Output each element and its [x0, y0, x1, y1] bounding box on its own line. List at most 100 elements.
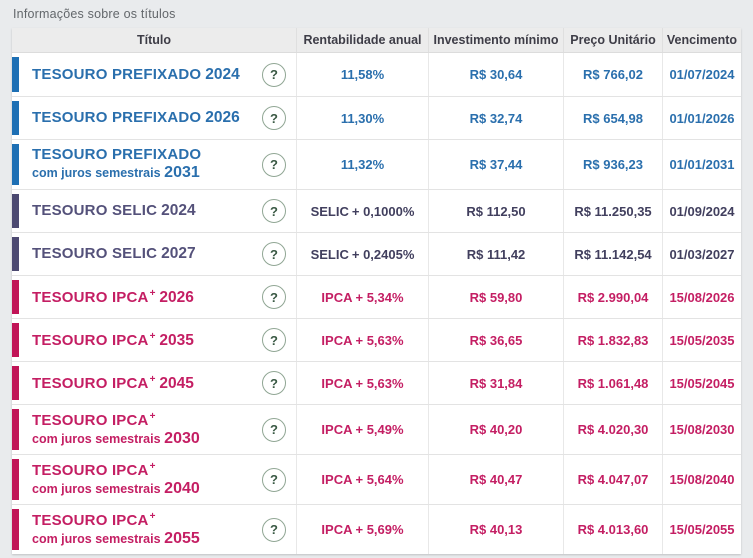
- annual-rate-cell: 11,58%: [296, 53, 428, 96]
- annual-rate-cell: SELIC + 0,2405%: [296, 233, 428, 275]
- bond-name: TESOURO PREFIXADO: [32, 146, 202, 164]
- bond-year-inline: 2045: [159, 374, 194, 392]
- bond-title-cell: TESOURO SELIC 2024 ?: [12, 190, 296, 232]
- rate-value: + 5,63%: [355, 375, 404, 391]
- bond-title: TESOURO PREFIXADO 2026: [32, 109, 240, 127]
- bond-title: TESOURO PREFIXADO 2024: [32, 66, 240, 84]
- bond-subline: com juros semestrais 2055: [32, 530, 200, 548]
- bond-title: TESOURO IPCA+ 2045: [32, 374, 194, 393]
- question-mark-icon: ?: [270, 472, 278, 487]
- maturity-date: 15/08/2026: [662, 276, 741, 318]
- bond-sub-year: 2031: [164, 163, 200, 181]
- table-row[interactable]: TESOURO IPCA+ com juros semestrais 2055 …: [12, 504, 741, 554]
- bond-title-cell: TESOURO IPCA+ 2045 ?: [12, 362, 296, 404]
- help-button[interactable]: ?: [262, 242, 286, 266]
- bond-color-bar: [12, 101, 19, 135]
- help-button[interactable]: ?: [262, 328, 286, 352]
- rate-value: + 5,64%: [355, 472, 404, 487]
- bond-color-bar: [12, 509, 19, 550]
- bond-title-cell: TESOURO IPCA+ 2026 ?: [12, 276, 296, 318]
- table-row[interactable]: TESOURO IPCA+ 2026 ? IPCA + 5,34% R$ 59,80…: [12, 275, 741, 318]
- unit-price: R$ 4.047,07: [563, 455, 662, 504]
- help-button[interactable]: ?: [262, 152, 286, 177]
- bond-year-inline: 2026: [205, 109, 240, 127]
- question-mark-icon: ?: [270, 422, 278, 437]
- help-button[interactable]: ?: [262, 467, 286, 492]
- help-button[interactable]: ?: [262, 371, 286, 395]
- table-row[interactable]: TESOURO PREFIXADO 2024 ? 11,58% R$ 30,64 …: [12, 53, 741, 96]
- help-button[interactable]: ?: [262, 199, 286, 223]
- table-row[interactable]: TESOURO SELIC 2024 ? SELIC + 0,1000% R$ 11…: [12, 189, 741, 232]
- annual-rate-cell: IPCA + 5,34%: [296, 276, 428, 318]
- plus-sup: +: [149, 330, 156, 342]
- unit-price: R$ 4.020,30: [563, 405, 662, 454]
- unit-price: R$ 1.061,48: [563, 362, 662, 404]
- maturity-date: 15/05/2035: [662, 319, 741, 361]
- bond-color-bar: [12, 280, 19, 314]
- min-investment: R$ 111,42: [428, 233, 563, 275]
- table-row[interactable]: TESOURO IPCA+ 2035 ? IPCA + 5,63% R$ 36,65…: [12, 318, 741, 361]
- table-row[interactable]: TESOURO IPCA+ 2045 ? IPCA + 5,63% R$ 31,84…: [12, 361, 741, 404]
- bond-year-inline: 2027: [161, 245, 196, 263]
- unit-price: R$ 1.832,83: [563, 319, 662, 361]
- help-button[interactable]: ?: [262, 62, 286, 87]
- question-mark-icon: ?: [270, 157, 278, 172]
- bond-subline: com juros semestrais 2040: [32, 480, 200, 498]
- bond-color-bar: [12, 144, 19, 185]
- rate-index-label: IPCA: [321, 522, 353, 537]
- unit-price: R$ 766,02: [563, 53, 662, 96]
- rate-index-label: SELIC: [310, 246, 349, 262]
- table-row[interactable]: TESOURO PREFIXADO com juros semestrais 2…: [12, 139, 741, 189]
- table-row[interactable]: TESOURO IPCA+ com juros semestrais 2040 …: [12, 454, 741, 504]
- maturity-date: 01/01/2026: [662, 97, 741, 139]
- rate-value: + 0,1000%: [351, 203, 415, 219]
- bond-title: TESOURO IPCA+ 2026: [32, 288, 194, 307]
- bond-title-cell: TESOURO IPCA+ 2035 ?: [12, 319, 296, 361]
- min-investment: R$ 31,84: [428, 362, 563, 404]
- plus-sup: +: [149, 411, 156, 423]
- bond-name: TESOURO PREFIXADO: [32, 109, 202, 127]
- rate-index-label: IPCA: [321, 472, 353, 487]
- rate-index-label: SELIC: [310, 203, 349, 219]
- bond-title-cell: TESOURO IPCA+ com juros semestrais 2055 …: [12, 505, 296, 554]
- maturity-date: 01/01/2031: [662, 140, 741, 189]
- question-mark-icon: ?: [270, 289, 278, 305]
- bond-sub: com juros semestrais: [32, 431, 161, 446]
- bond-name: TESOURO PREFIXADO: [32, 65, 202, 83]
- bond-title-cell: TESOURO PREFIXADO 2026 ?: [12, 97, 296, 139]
- maturity-date: 15/05/2055: [662, 505, 741, 554]
- column-header-titulo: Título: [136, 33, 171, 47]
- table-row[interactable]: TESOURO PREFIXADO 2026 ? 11,30% R$ 32,74 …: [12, 96, 741, 139]
- maturity-date: 15/05/2045: [662, 362, 741, 404]
- table-row[interactable]: TESOURO SELIC 2027 ? SELIC + 0,2405% R$ 11…: [12, 232, 741, 275]
- bond-color-bar: [12, 323, 19, 357]
- rate-value: 11,30%: [340, 110, 385, 126]
- annual-rate-cell: IPCA + 5,64%: [296, 455, 428, 504]
- unit-price: R$ 11.250,35: [563, 190, 662, 232]
- rate-index-label: IPCA: [321, 375, 353, 391]
- bond-title-cell: TESOURO PREFIXADO com juros semestrais 2…: [12, 140, 296, 189]
- bond-year-inline: 2026: [159, 288, 194, 306]
- unit-price: R$ 2.990,04: [563, 276, 662, 318]
- bond-title: TESOURO IPCA+ com juros semestrais 2055: [32, 511, 200, 548]
- rate-index-label: IPCA: [321, 332, 353, 348]
- question-mark-icon: ?: [270, 110, 278, 126]
- bond-title-cell: TESOURO IPCA+ com juros semestrais 2040 …: [12, 455, 296, 504]
- rate-value: + 5,63%: [355, 332, 404, 348]
- rate-value: + 5,69%: [355, 522, 404, 537]
- help-button[interactable]: ?: [262, 517, 286, 542]
- bond-name: TESOURO IPCA: [32, 462, 149, 480]
- plus-sup: +: [149, 511, 156, 523]
- table-row[interactable]: TESOURO IPCA+ com juros semestrais 2030 …: [12, 404, 741, 454]
- rate-value: + 5,49%: [355, 422, 404, 437]
- annual-rate-cell: IPCA + 5,63%: [296, 319, 428, 361]
- help-button[interactable]: ?: [262, 106, 286, 130]
- unit-price: R$ 936,23: [563, 140, 662, 189]
- annual-rate-cell: 11,30%: [296, 97, 428, 139]
- bond-color-bar: [12, 57, 19, 92]
- help-button[interactable]: ?: [262, 285, 286, 309]
- bond-year-inline: 2024: [161, 202, 196, 220]
- unit-price: R$ 654,98: [563, 97, 662, 139]
- annual-rate-cell: IPCA + 5,63%: [296, 362, 428, 404]
- help-button[interactable]: ?: [262, 417, 286, 442]
